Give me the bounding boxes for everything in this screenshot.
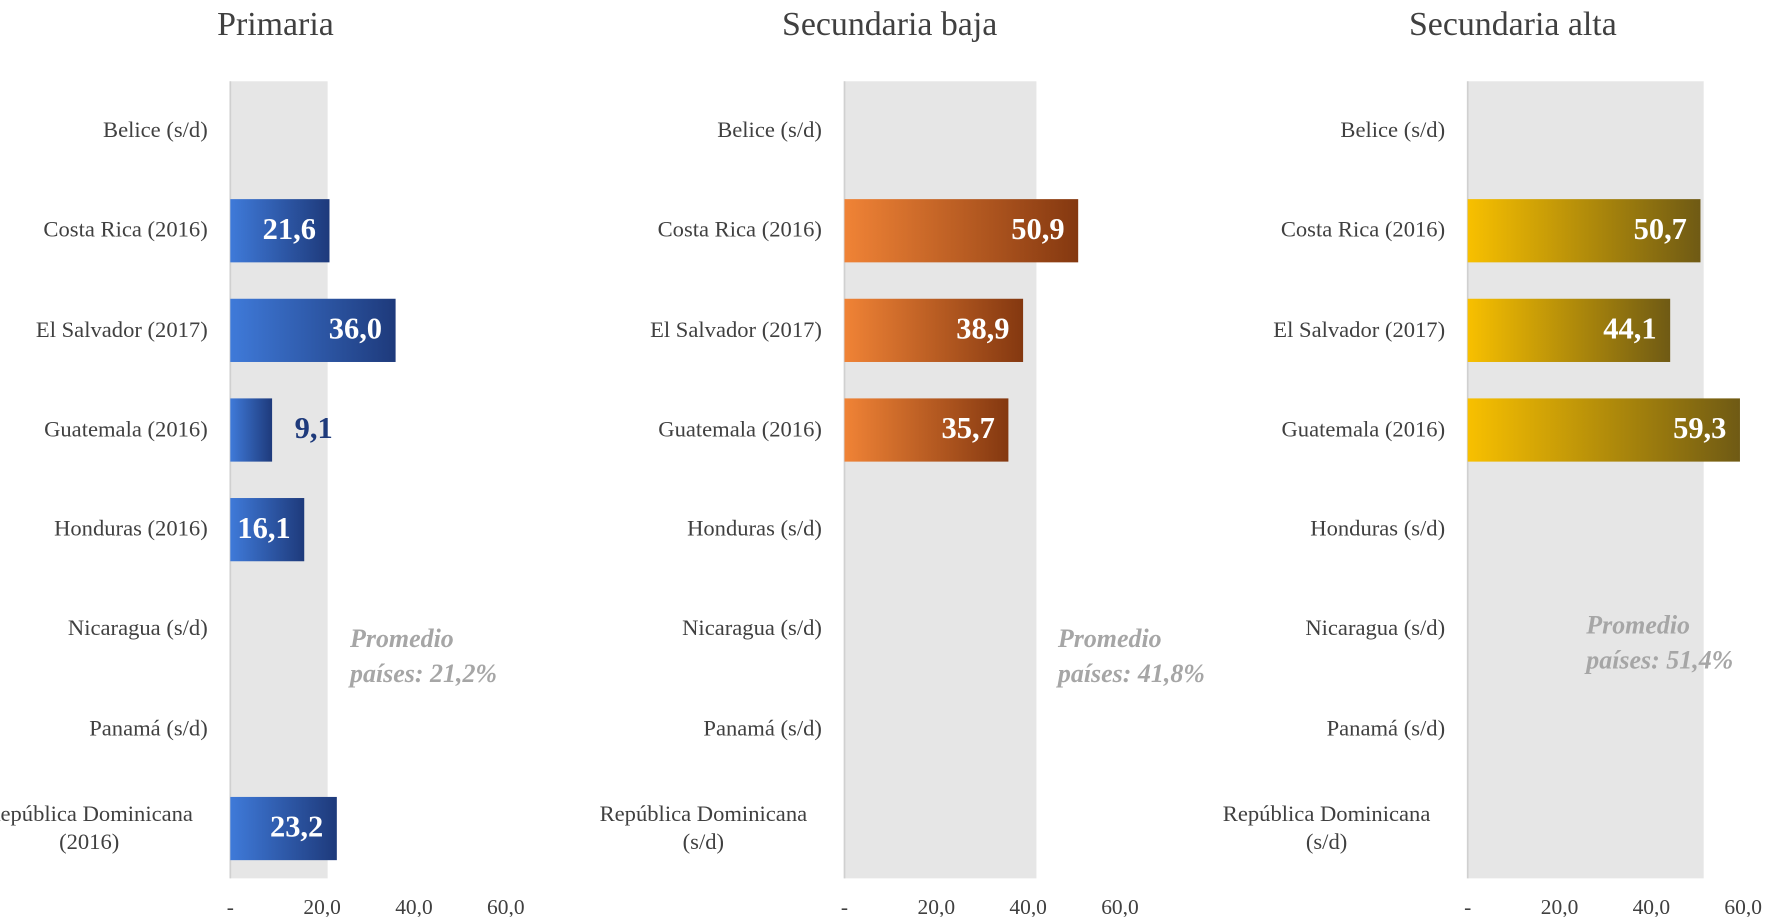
value-label: 59,3: [1673, 411, 1726, 445]
category-text: El Salvador (2017): [1273, 317, 1446, 343]
category-label: El Salvador (2017): [0, 316, 208, 344]
category-label: Costa Rica (2016): [585, 217, 822, 245]
category-text: Costa Rica (2016): [43, 217, 208, 243]
category-text: Honduras (s/d): [1310, 516, 1446, 542]
x-tick-label: -: [1464, 895, 1471, 917]
average-annotation: Promedio: [1585, 611, 1690, 640]
category-text: El Salvador (2017): [35, 317, 208, 343]
x-tick-label: 20,0: [918, 895, 956, 917]
category-text: Panamá (s/d): [703, 715, 822, 741]
category-label: El Salvador (2017): [1208, 316, 1445, 344]
average-annotation: países: 21,2%: [348, 659, 497, 688]
category-text: Guatemala (2016): [658, 417, 822, 442]
category-label: Honduras (2016): [0, 516, 208, 544]
bar: [1467, 298, 1671, 362]
bar: [230, 796, 337, 861]
category-label: Honduras (s/d): [585, 516, 822, 544]
average-annotation: Promedio: [1057, 624, 1162, 653]
category-label: Honduras (s/d): [1208, 516, 1445, 544]
category-text: Honduras (s/d): [687, 516, 822, 542]
x-tick-label: 40,0: [395, 895, 433, 917]
category-label: Panamá (s/d): [585, 715, 822, 743]
x-tick-label: 60,0: [1101, 895, 1139, 917]
bar: [1467, 398, 1740, 462]
chart-title: Secundaria baja: [782, 6, 997, 43]
category-text: Nicaragua (s/d): [1305, 616, 1446, 642]
bar: [1467, 199, 1701, 263]
x-tick-label: -: [841, 895, 848, 917]
category-label: Belice (s/d): [585, 117, 822, 145]
category-label: El Salvador (2017): [585, 316, 822, 344]
category-text: República Dominicana (s/d): [599, 801, 808, 855]
category-label: Nicaragua (s/d): [1208, 615, 1445, 643]
bar: [230, 298, 396, 362]
x-tick-label: 40,0: [1009, 895, 1047, 917]
category-label: Guatemala (2016): [585, 416, 822, 444]
bar: [230, 498, 305, 562]
category-label: Nicaragua (s/d): [585, 615, 822, 643]
category-text: Costa Rica (2016): [657, 217, 822, 243]
x-tick-label: 40,0: [1633, 895, 1671, 917]
category-text: Belice (s/d): [717, 118, 822, 143]
category-text: Belice (s/d): [1340, 118, 1446, 143]
average-annotation: países: 41,8%: [1056, 659, 1205, 688]
average-annotation: Promedio: [349, 624, 454, 653]
category-label: Guatemala (2016): [0, 416, 208, 444]
category-text: Panamá (s/d): [89, 715, 208, 741]
value-label: 36,0: [329, 312, 382, 346]
category-label: Belice (s/d): [1208, 117, 1445, 145]
category-text: Nicaragua (s/d): [67, 616, 208, 642]
value-label: 23,2: [270, 810, 323, 844]
category-text: Guatemala (2016): [44, 417, 208, 442]
value-label: 44,1: [1603, 312, 1656, 346]
category-text: Belice (s/d): [103, 118, 208, 143]
category-text: Guatemala (2016): [1281, 417, 1446, 442]
category-label: República Dominicana (s/d): [1208, 800, 1445, 856]
category-label: República Dominicana (2016): [0, 800, 208, 856]
category-label: Costa Rica (2016): [1208, 217, 1445, 245]
category-label: Costa Rica (2016): [0, 217, 208, 245]
category-text: Costa Rica (2016): [1280, 217, 1446, 243]
bar: [844, 398, 1009, 462]
category-label: Panamá (s/d): [0, 715, 208, 743]
category-label: Panamá (s/d): [1208, 715, 1446, 743]
bar: [844, 199, 1079, 263]
category-text: Honduras (2016): [54, 516, 208, 542]
category-label: Nicaragua (s/d): [0, 615, 208, 643]
category-label: Guatemala (2016): [1208, 416, 1445, 444]
x-tick-label: 60,0: [1724, 895, 1762, 917]
value-label: 16,1: [237, 511, 290, 545]
category-label: República Dominicana (s/d): [585, 800, 822, 856]
average-annotation: países: 51,4%: [1584, 646, 1733, 675]
value-label: 50,7: [1634, 212, 1687, 246]
value-label: 21,6: [263, 212, 316, 246]
bar: [230, 398, 273, 462]
chart-title: Secundaria alta: [1409, 6, 1617, 43]
bar: [230, 199, 330, 263]
bar: [844, 298, 1024, 362]
category-text: Panamá (s/d): [1326, 715, 1446, 741]
value-label: 50,9: [1011, 212, 1064, 246]
x-tick-label: -: [227, 895, 234, 917]
category-text: República Dominicana (2016): [0, 801, 193, 855]
value-label: 38,9: [956, 312, 1009, 346]
value-label: 35,7: [942, 411, 995, 445]
x-tick-label: 20,0: [1541, 895, 1579, 917]
chart-title: Primaria: [217, 6, 334, 43]
category-text: República Dominicana (s/d): [1222, 801, 1431, 855]
x-tick-label: 60,0: [487, 895, 525, 917]
category-text: Nicaragua (s/d): [682, 616, 822, 642]
category-label: Belice (s/d): [0, 117, 208, 145]
category-text: El Salvador (2017): [650, 317, 822, 343]
x-tick-label: 20,0: [303, 895, 341, 917]
value-label: 9,1: [295, 411, 333, 445]
